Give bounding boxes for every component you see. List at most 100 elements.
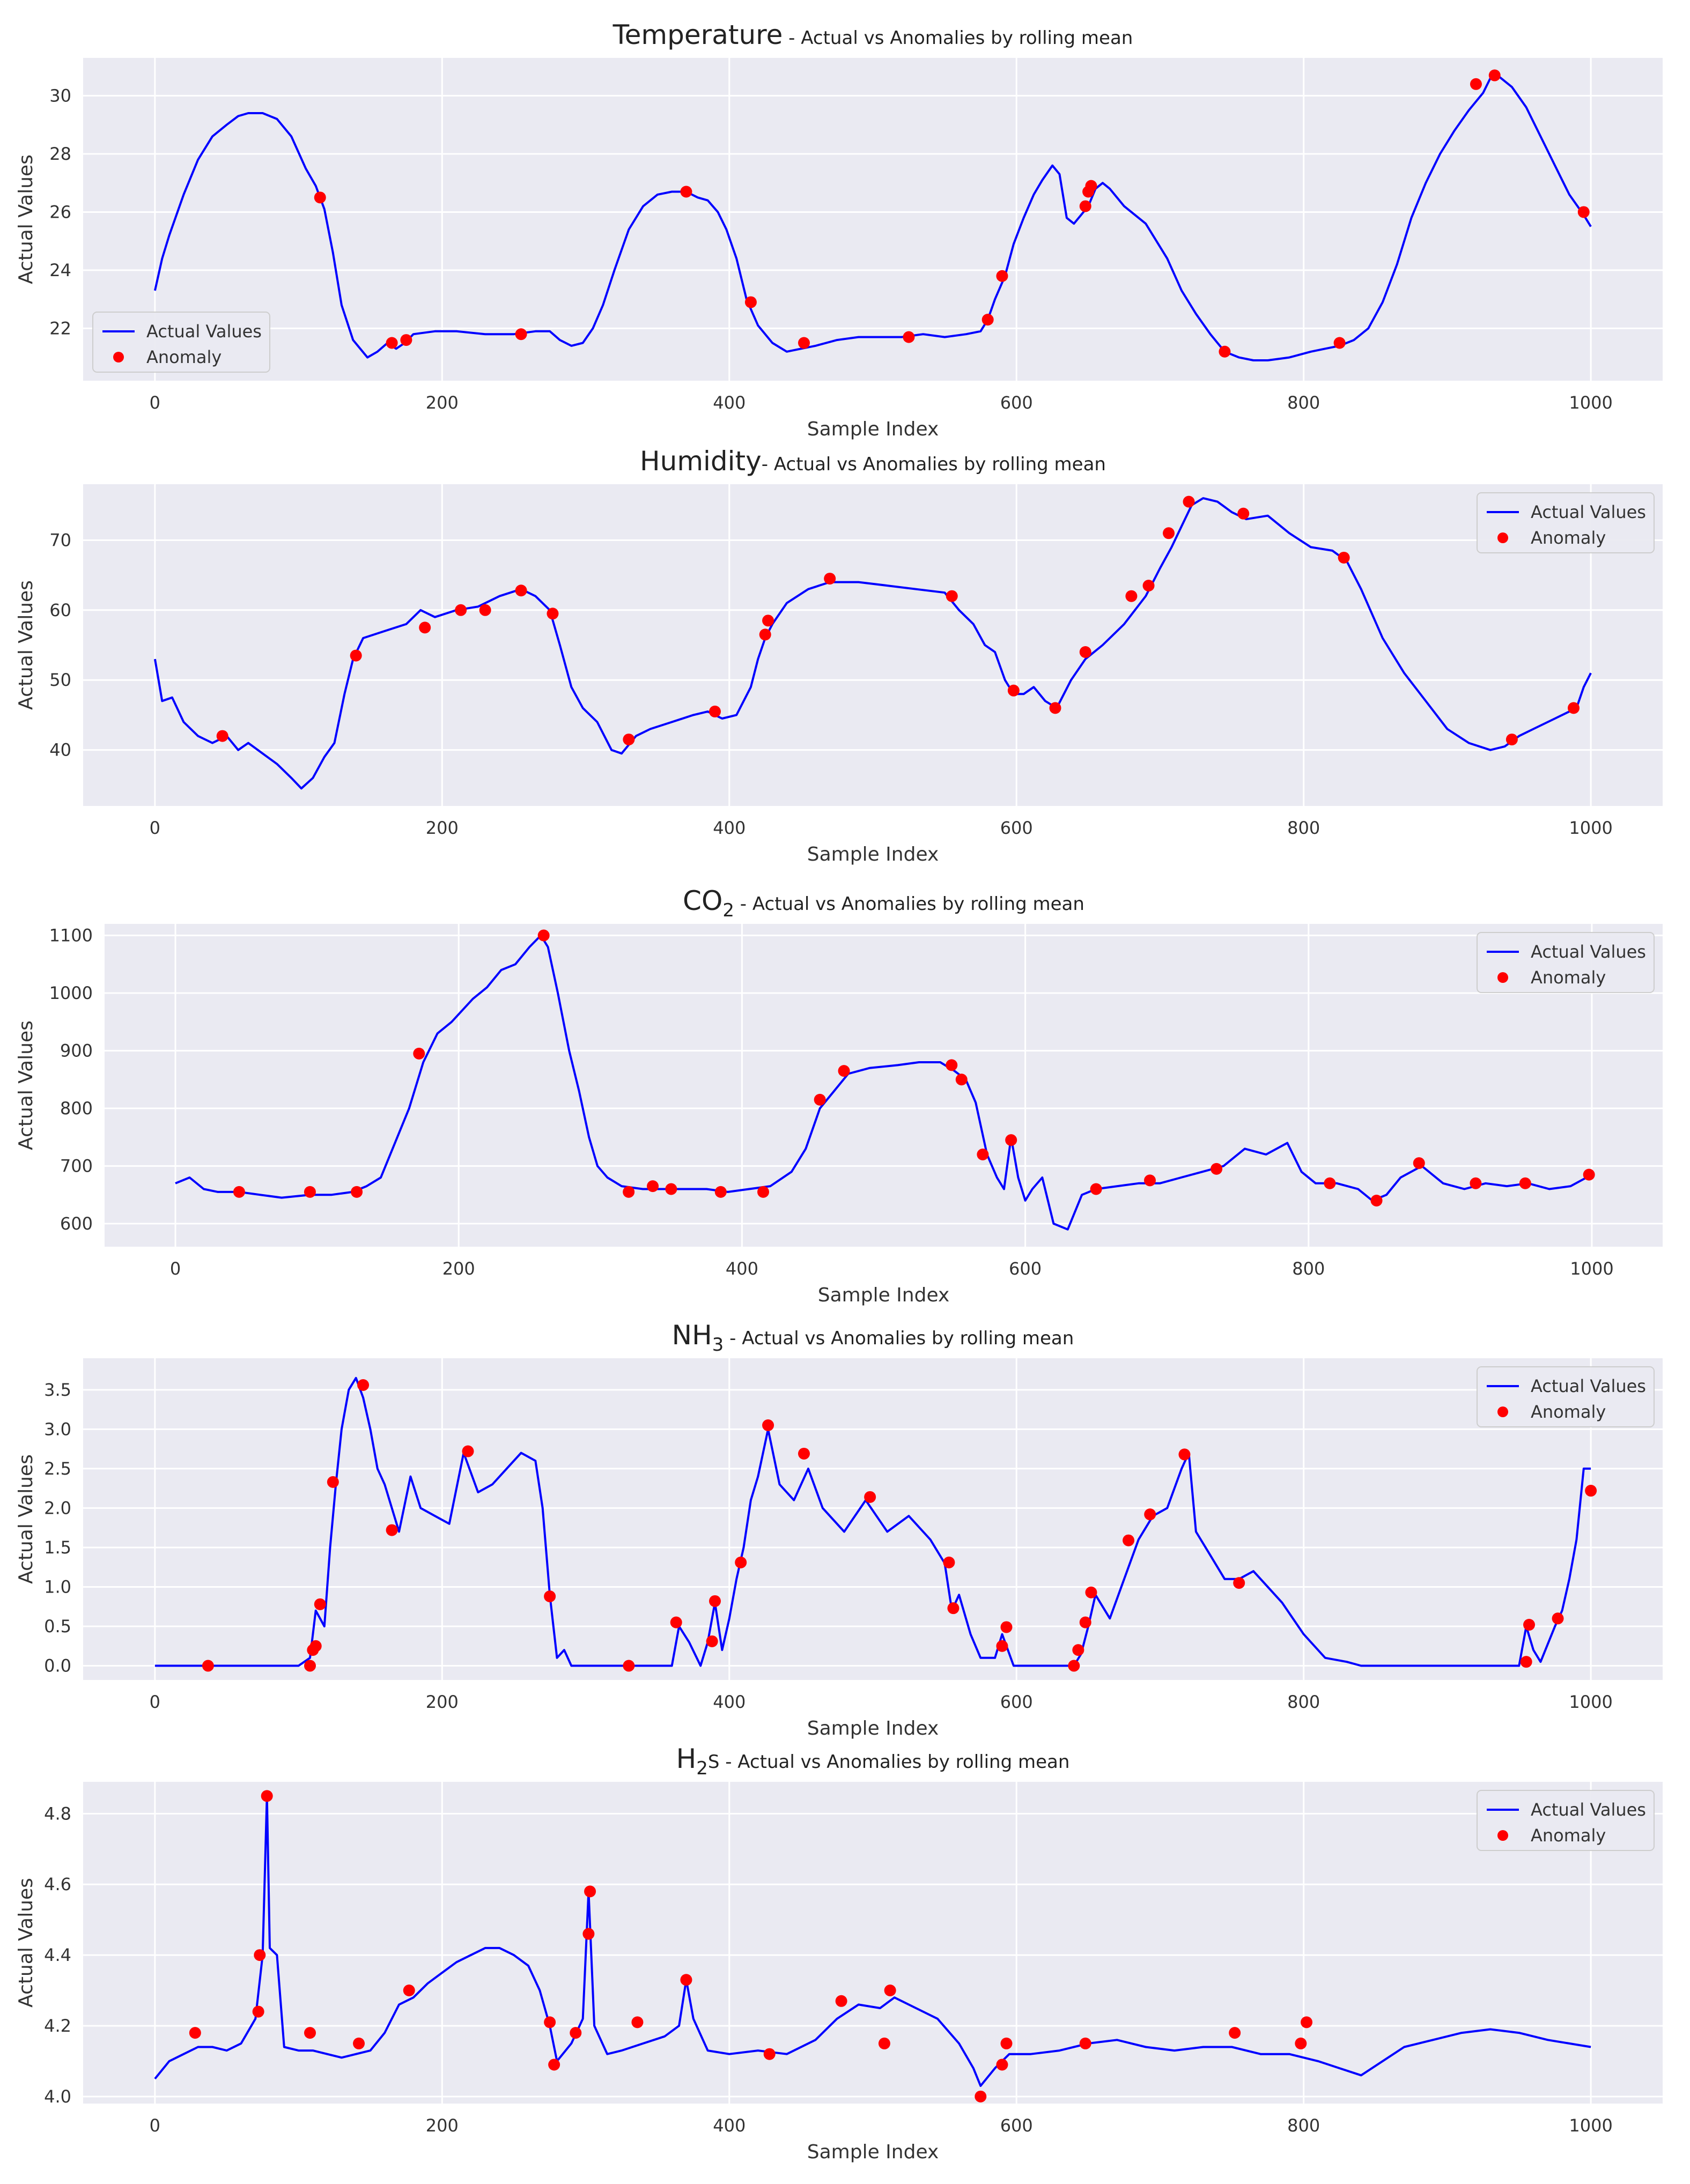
y-tick-label: 22 [49,318,71,338]
anomaly-point [762,1419,774,1431]
anomaly-point [1143,1174,1156,1187]
anomaly-point [1085,180,1097,192]
anomaly-point [314,191,326,204]
chart-title: Temperature - Actual vs Anomalies by rol… [612,19,1133,50]
title-rest: - Actual vs Anomalies by rolling mean [762,454,1106,475]
x-tick-label: 400 [713,393,746,413]
x-tick-label: 200 [442,1258,475,1279]
x-tick-label: 0 [150,2115,160,2136]
y-tick-label: 4.8 [44,1803,71,1824]
y-tick-label: 70 [49,530,71,550]
anomaly-point [314,1598,326,1610]
chart-title: Humidity- Actual vs Anomalies by rolling… [640,446,1106,477]
anomaly-point [1005,1134,1017,1146]
y-tick-label: 30 [49,86,71,106]
anomaly-point [946,590,958,602]
anomaly-point [413,1047,425,1060]
x-tick-label: 600 [1000,2115,1033,2136]
x-tick-label: 200 [426,393,459,413]
anomaly-point [1470,78,1482,90]
legend-box [1477,932,1655,993]
anomaly-point [798,337,810,349]
anomaly-point [216,730,228,742]
anomaly-point [1000,2037,1013,2049]
anomaly-point [1552,1612,1564,1625]
anomaly-point [462,1445,474,1457]
y-tick-label: 50 [49,670,71,690]
x-tick-label: 800 [1287,393,1320,413]
anomaly-point [864,1491,876,1503]
chart-nh3: 0 200 400 600 800 1000 0.0 0.5 1.0 1.5 2.0 2.5 3.0 3.… [15,1320,1663,1739]
anomaly-point [1163,527,1175,539]
legend: Actual Values Anomaly [1477,1790,1655,1851]
anomaly-point [943,1556,955,1568]
anomaly-point [798,1447,810,1460]
anomaly-point [1583,1168,1595,1181]
x-tick-label: 200 [426,818,459,838]
chart-co2: 0 200 400 600 800 1000 600 700 800 900 1000 1100 Sam… [15,885,1663,1306]
chart-title: NH3 - Actual vs Anomalies by rolling mea… [672,1320,1074,1356]
chart-title: H2S - Actual vs Anomalies by rolling mea… [676,1743,1070,1779]
anomaly-point [1233,1577,1245,1589]
anomaly-point [1519,1177,1531,1189]
anomaly-point [814,1093,826,1106]
y-tick-label: 1000 [49,983,93,1003]
anomaly-point [947,1602,960,1615]
anomaly-point [544,1590,556,1603]
anomaly-point [479,604,491,616]
x-tick-label: 1000 [1569,393,1612,413]
chart-temperature: 0 200 400 600 800 1000 22 24 26 28 30 Sample Index A… [15,19,1663,440]
anomaly-point [351,1186,363,1198]
legend-label-anomaly: Anomaly [146,347,222,367]
anomaly-point [1520,1656,1532,1668]
y-axis-label: Actual Values [15,1020,37,1150]
legend-box [92,312,270,373]
anomaly-point [623,1660,635,1672]
anomaly-point [977,1149,989,1160]
anomaly-point [1000,1621,1013,1633]
y-tick-label: 0.5 [44,1616,71,1637]
anomaly-point [515,328,527,340]
title-subscript: 2 [696,1758,708,1779]
y-tick-label: 2.0 [44,1498,71,1518]
y-tick-label: 40 [49,740,71,760]
y-tick-label: 700 [60,1156,93,1176]
anomaly-point [1079,646,1091,658]
anomaly-point [680,186,692,198]
x-axis-label: Sample Index [807,418,939,440]
x-tick-label: 800 [1287,818,1320,838]
anomaly-point [419,621,431,634]
anomaly-point [623,734,635,746]
anomaly-point [709,1595,721,1607]
x-axis-label: Sample Index [807,843,939,865]
anomaly-point [744,296,757,308]
y-tick-label: 3.5 [44,1380,71,1400]
legend-dot-swatch [1497,532,1508,543]
x-tick-label: 0 [150,1692,160,1712]
anomaly-point [878,2037,890,2049]
anomaly-point [1211,1163,1223,1175]
anomaly-point [946,1059,958,1071]
y-tick-label: 2.5 [44,1459,71,1479]
anomaly-point [1237,507,1250,520]
anomaly-point [515,584,527,597]
y-tick-label: 26 [49,202,71,222]
anomaly-point [254,1949,266,1961]
x-tick-label: 800 [1292,1258,1325,1279]
title-rest: S - Actual vs Anomalies by rolling mean [708,1751,1070,1773]
legend-label-anomaly: Anomaly [1531,1402,1606,1422]
anomaly-point [304,2027,316,2039]
title-rest: - Actual vs Anomalies by rolling mean [783,27,1133,49]
anomaly-point [570,2027,582,2039]
legend-box [1477,492,1655,553]
legend-label-anomaly: Anomaly [1531,967,1606,988]
x-tick-label: 1000 [1569,818,1612,838]
y-axis-label: Actual Values [15,1454,37,1584]
actual-values-line [153,74,1592,361]
x-tick-label: 600 [1000,1692,1033,1712]
plot-area [105,924,1663,1247]
anomaly-point [1413,1157,1425,1169]
legend-dot-swatch [1497,1830,1508,1841]
anomaly-point [709,705,721,717]
x-tick-label: 800 [1287,2115,1320,2136]
